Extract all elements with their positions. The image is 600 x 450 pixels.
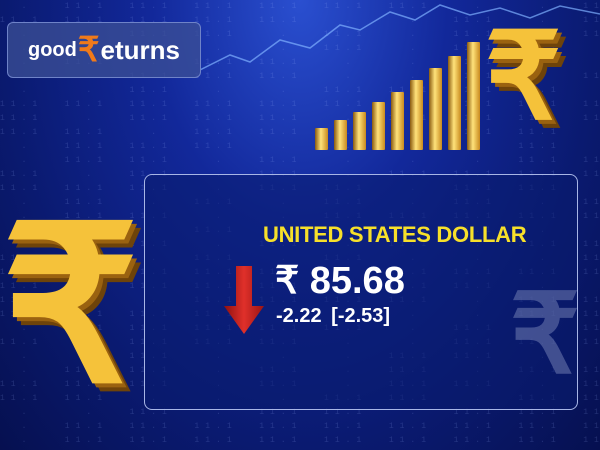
logo-text: good: [28, 39, 77, 62]
bar-decor: [467, 42, 480, 150]
bar-decor: [353, 112, 366, 150]
goodreturns-logo: good ₹ eturns: [7, 22, 201, 78]
rupee-icon: ₹: [510, 270, 580, 398]
bar-decor: [448, 56, 461, 150]
change-percent: [-2.53]: [331, 305, 390, 327]
price-change: -2.22 [-2.53]: [276, 305, 390, 328]
logo-rupee: ₹: [78, 30, 100, 70]
bar-decor: [334, 120, 347, 150]
currency-name: UNITED STATES DOLLAR: [263, 222, 526, 248]
bar-decor: [315, 128, 328, 150]
rupee-icon: ₹: [2, 180, 139, 431]
change-value: -2.22: [276, 305, 322, 327]
bar-decor: [410, 80, 423, 150]
bar-decor: [372, 102, 385, 150]
arrow-down-icon: [224, 266, 264, 334]
rupee-icon: ₹: [485, 8, 561, 147]
bar-decor: [429, 68, 442, 150]
bar-decor: [391, 92, 404, 150]
currency-price: ₹ 85.68: [275, 258, 405, 303]
logo-text: eturns: [101, 35, 180, 66]
